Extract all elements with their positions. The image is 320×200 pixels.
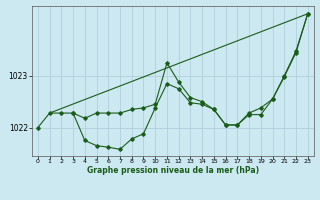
X-axis label: Graphe pression niveau de la mer (hPa): Graphe pression niveau de la mer (hPa) <box>87 166 259 175</box>
